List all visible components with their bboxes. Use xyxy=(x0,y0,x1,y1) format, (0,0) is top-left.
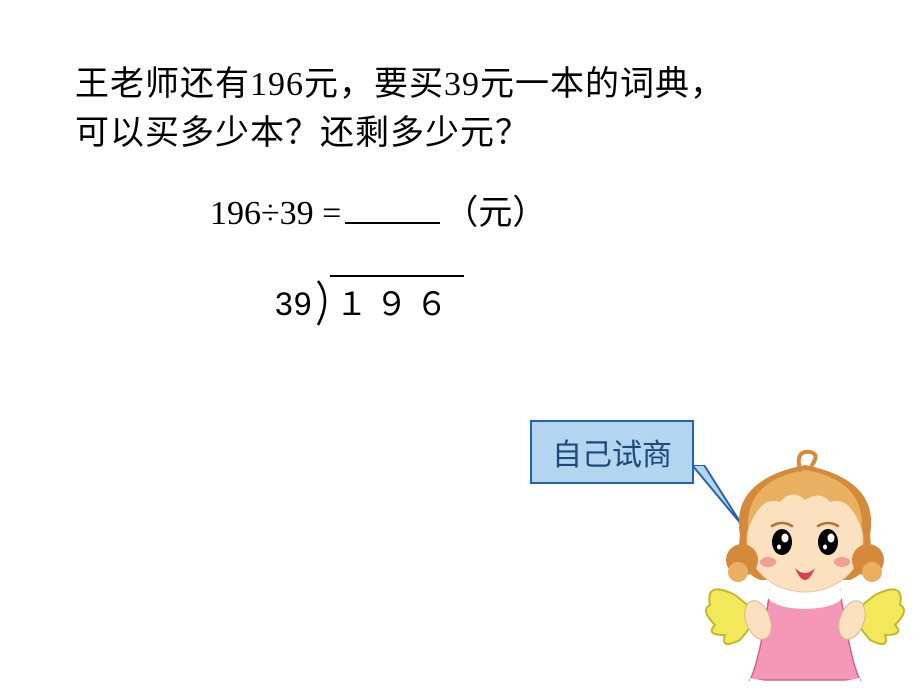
division-bracket xyxy=(316,281,334,325)
problem-line1: 王老师还有196元，要买39元一本的词典， xyxy=(75,66,725,103)
cartoon-character-icon xyxy=(700,440,910,690)
divisor: 39 xyxy=(275,286,316,323)
equation-line: 196÷39 = （元） xyxy=(210,185,546,234)
speech-text: 自己试商 xyxy=(552,439,672,472)
problem-line2: 可以买多少本？还剩多少元？ xyxy=(75,115,530,152)
answer-blank xyxy=(345,187,440,224)
problem-statement: 王老师还有196元，要买39元一本的词典， 可以买多少本？还剩多少元？ xyxy=(75,60,875,159)
equation-expression: 196÷39 = xyxy=(210,195,341,232)
equation-unit: （元） xyxy=(444,195,546,232)
long-division: 39 １９６ xyxy=(275,275,464,325)
dividend: １９６ xyxy=(330,275,464,325)
speech-bubble: 自己试商 xyxy=(530,420,694,484)
